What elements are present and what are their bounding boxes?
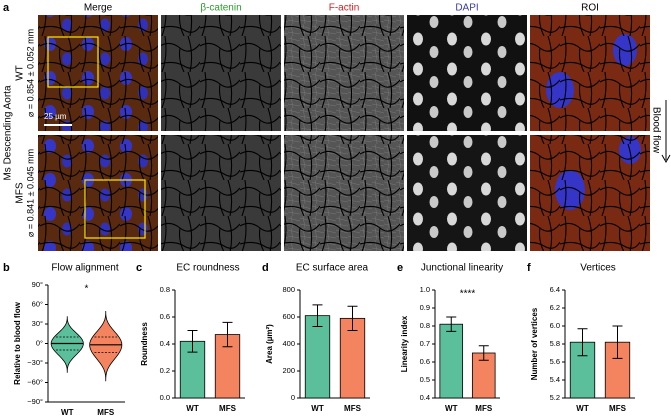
side-label: Ms Descending Aorta: [3, 85, 14, 180]
y-tick-label: 0.5: [420, 375, 430, 384]
y-tick-label: 90°: [32, 280, 43, 289]
y-axis-label: Linearity index: [400, 315, 409, 372]
error-bar: [446, 316, 457, 332]
row-label: MFS: [15, 182, 26, 203]
y-tick-label: 60°: [32, 299, 43, 308]
y-tick-label: −90°: [27, 397, 43, 406]
row-diameter: ⌀ = 0.841 ± 0.045 mm: [25, 149, 35, 237]
error-bar: [478, 345, 489, 361]
y-tick-label: 6.2: [550, 303, 560, 312]
error-bar: [222, 321, 233, 348]
flow-arrow: [661, 100, 671, 164]
column-header: Merge: [84, 3, 113, 14]
bar: [439, 323, 464, 399]
x-tick-label: MFS: [97, 408, 115, 417]
y-tick-label: 200: [282, 366, 295, 375]
chart-title: EC surface area: [296, 263, 369, 274]
chart-title: Flow alignment: [51, 263, 118, 274]
flow-label: Blood flow: [650, 107, 661, 154]
column-header: β-catenin: [200, 3, 241, 14]
x-tick-label: MFS: [219, 404, 237, 413]
image-row: [38, 15, 650, 131]
y-tick-label: 0.7: [420, 339, 430, 348]
panel-letter: a: [3, 2, 10, 14]
error-bar: [577, 328, 588, 357]
violin: [89, 310, 123, 382]
y-axis-label: Number of vertices: [530, 307, 539, 380]
y-tick-label: 6.4: [550, 285, 560, 294]
y-tick-label: 0.6: [160, 312, 170, 321]
panel-letter: d: [262, 262, 269, 274]
error-bar: [612, 325, 623, 359]
y-tick-label: 0.6: [420, 357, 430, 366]
row-label: WT: [15, 65, 26, 81]
y-tick-label: 30°: [32, 319, 43, 328]
y-tick-label: 400: [282, 339, 295, 348]
error-bar: [312, 304, 323, 327]
scale-bar-label: 25 µm: [44, 112, 67, 121]
x-tick-label: WT: [445, 404, 458, 413]
chart-title: Vertices: [580, 263, 616, 274]
panel-letter: e: [397, 262, 403, 274]
row-diameter: ⌀ = 0.854 ± 0.052 mm: [25, 29, 35, 117]
panel-letter: b: [3, 262, 10, 274]
x-tick-label: WT: [576, 404, 589, 413]
y-tick-label: 0.8: [420, 321, 430, 330]
x-tick-label: WT: [186, 404, 199, 413]
y-tick-label: 0.4: [420, 393, 430, 402]
x-tick-label: MFS: [475, 404, 493, 413]
y-tick-label: 0.8: [160, 285, 170, 294]
y-axis-label: Area (µm²): [265, 324, 274, 364]
x-tick-label: WT: [61, 408, 74, 417]
y-axis-label: Roundness: [140, 322, 149, 366]
violin: [50, 316, 84, 373]
bar: [304, 315, 331, 399]
x-tick-label: WT: [311, 404, 324, 413]
image-row: [38, 135, 650, 251]
panel-letter: f: [527, 262, 531, 274]
y-axis-label: Relative to blood flow: [13, 301, 22, 384]
y-tick-label: 800: [282, 285, 295, 294]
y-tick-label: 6.0: [550, 321, 560, 330]
column-header: ROI: [581, 3, 599, 14]
significance: ****: [460, 289, 476, 300]
y-tick-label: 0: [291, 393, 295, 402]
y-tick-label: −60°: [27, 377, 43, 386]
chart-title: Junctional linearity: [421, 263, 503, 274]
y-tick-label: 0.4: [160, 339, 170, 348]
y-tick-label: 5.6: [550, 357, 560, 366]
y-tick-label: −30°: [27, 358, 43, 367]
error-bar: [187, 330, 198, 353]
x-tick-label: MFS: [344, 404, 362, 413]
y-tick-label: 0°: [36, 338, 43, 347]
y-tick-label: 5.2: [550, 393, 560, 402]
error-bar: [347, 305, 358, 331]
bar: [339, 317, 366, 399]
y-tick-label: 5.4: [550, 375, 560, 384]
chart-title: EC roundness: [176, 263, 239, 274]
y-tick-label: 0.2: [160, 366, 170, 375]
y-tick-label: 0.9: [420, 303, 430, 312]
y-tick-label: 0.0: [160, 393, 170, 402]
column-header: DAPI: [455, 3, 478, 14]
x-tick-label: MFS: [609, 404, 627, 413]
y-tick-label: 1.0: [420, 285, 430, 294]
y-tick-label: 600: [282, 312, 295, 321]
y-tick-label: 5.8: [550, 339, 560, 348]
column-header: F-actin: [329, 3, 360, 14]
panel-letter: c: [136, 262, 142, 274]
significance: *: [85, 284, 89, 295]
